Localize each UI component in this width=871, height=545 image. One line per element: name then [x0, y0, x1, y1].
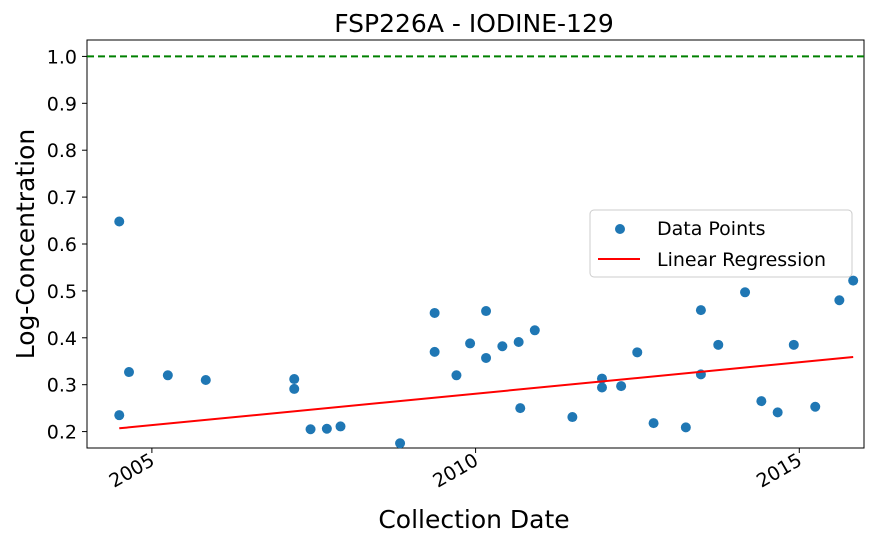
data-point: [289, 374, 300, 385]
data-point: [772, 407, 783, 418]
data-point: [713, 339, 724, 350]
x-axis: 2005 2010 2015: [106, 448, 806, 493]
legend-label-linear-regression: Linear Regression: [657, 249, 826, 271]
data-point: [114, 216, 125, 227]
chart-title: FSP226A - IODINE-129: [334, 9, 614, 38]
data-point: [810, 401, 821, 412]
data-point: [114, 410, 125, 421]
data-point: [834, 295, 845, 306]
x-tick-label: 2010: [429, 449, 482, 492]
data-point: [335, 421, 346, 432]
data-point: [515, 403, 526, 414]
data-point: [200, 375, 211, 385]
x-tick-label: 2005: [106, 449, 159, 492]
data-point: [321, 423, 332, 434]
y-tick-label: 0.8: [47, 140, 77, 162]
y-tick-label: 0.6: [47, 234, 77, 256]
data-point: [429, 346, 440, 357]
data-point: [429, 307, 440, 318]
data-point: [481, 306, 492, 317]
y-tick-label: 1.0: [47, 46, 77, 68]
data-point: [596, 382, 607, 393]
y-tick-label: 0.2: [47, 422, 77, 444]
data-point: [848, 275, 859, 286]
data-point: [632, 347, 643, 358]
x-axis-title: Collection Date: [378, 505, 569, 534]
data-point: [648, 418, 659, 429]
y-axis: 0.2 0.3 0.4 0.5 0.6 0.7 0.8 0.9 1.0: [47, 46, 87, 444]
data-point: [162, 370, 173, 381]
y-tick-label: 0.9: [47, 93, 77, 115]
data-point: [529, 325, 540, 336]
y-tick-label: 0.5: [47, 281, 77, 303]
legend-marker-data-points: [615, 224, 625, 234]
data-point: [680, 422, 691, 433]
legend: Data Points Linear Regression: [589, 209, 853, 278]
data-point: [497, 341, 508, 352]
data-point: [305, 424, 316, 435]
data-point: [616, 381, 627, 392]
legend-label-data-points: Data Points: [657, 218, 765, 240]
data-point: [395, 438, 406, 449]
data-point: [695, 305, 706, 316]
data-point: [513, 337, 524, 348]
y-tick-label: 0.3: [47, 375, 77, 397]
y-axis-title: Log-Concentration: [11, 129, 40, 360]
legend-box: [589, 209, 853, 278]
data-point: [756, 396, 767, 407]
data-point: [465, 338, 476, 349]
chart-marks: [87, 55, 864, 449]
data-point: [567, 412, 578, 423]
x-tick-label: 2015: [753, 449, 806, 492]
y-tick-label: 0.7: [47, 187, 77, 209]
y-tick-label: 0.4: [47, 328, 77, 350]
data-point: [481, 352, 492, 363]
data-point: [451, 370, 462, 381]
data-point: [788, 339, 799, 350]
data-point: [289, 383, 300, 394]
regression-line: [119, 356, 854, 430]
data-point: [740, 287, 751, 298]
data-point: [124, 367, 135, 378]
